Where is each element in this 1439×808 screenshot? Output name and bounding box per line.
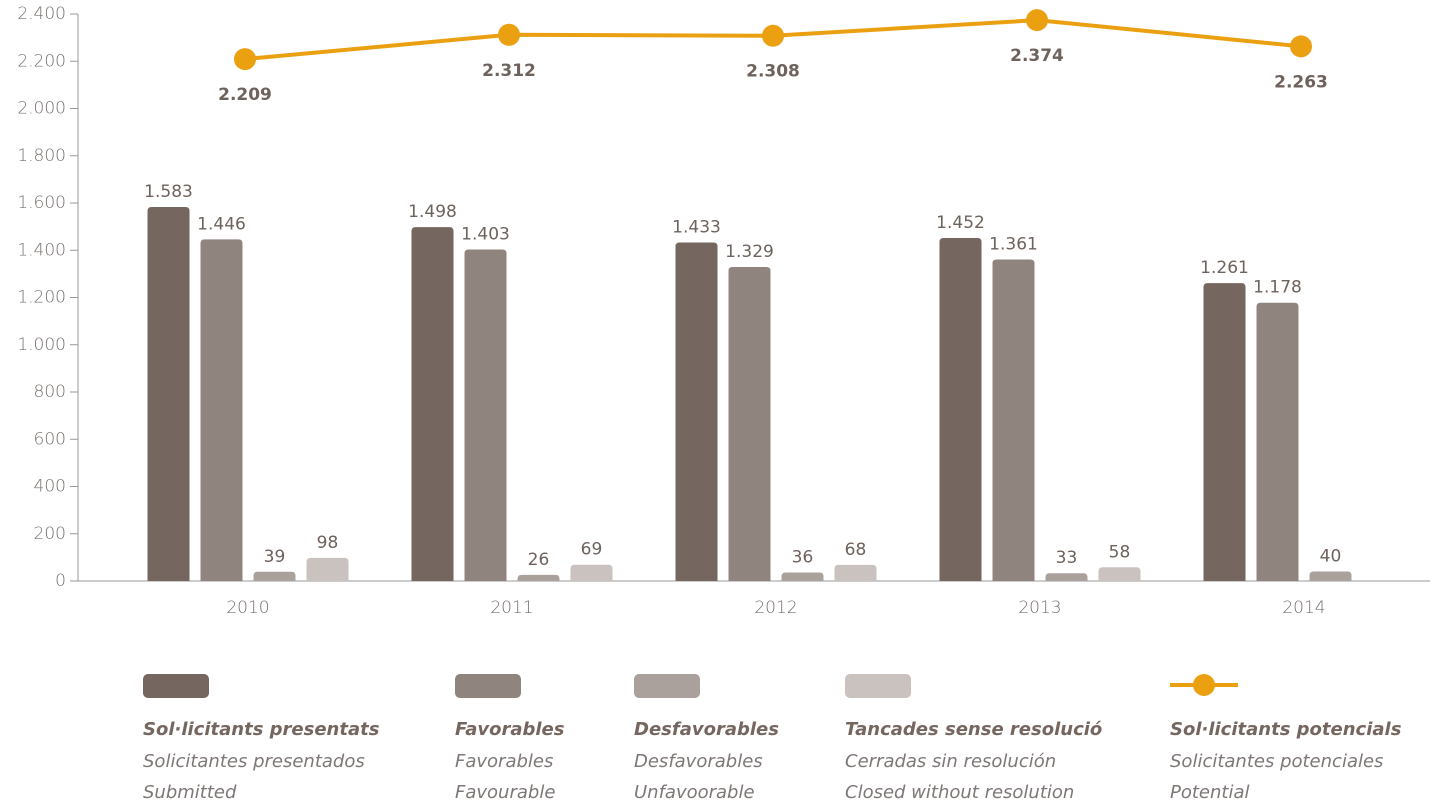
legend-translation: Closed without resolution: [845, 782, 1074, 803]
y-tick-label: 400: [34, 477, 66, 497]
legend-translation: Unfavoorable: [634, 782, 755, 803]
data-label: 33: [1056, 548, 1078, 568]
legend-swatch: [634, 674, 700, 698]
bar: [200, 239, 243, 581]
bar: [1309, 571, 1352, 581]
x-tick-label: 2012: [754, 598, 797, 618]
data-label: 2.308: [746, 62, 800, 82]
data-label: 1.452: [936, 213, 985, 233]
bar: [1045, 573, 1088, 581]
data-label: 58: [1109, 542, 1131, 562]
y-tick-label: 0: [55, 571, 66, 591]
legend-label: Desfavorables: [634, 719, 779, 740]
bar: [517, 574, 560, 581]
bar: [781, 572, 824, 581]
legend-translation: Solicitantes potenciales: [1170, 751, 1383, 772]
data-label: 68: [845, 540, 867, 560]
bar: [253, 571, 296, 581]
data-label: 1.403: [461, 225, 510, 245]
data-label: 1.498: [408, 202, 457, 222]
bar: [728, 267, 771, 581]
bar: [834, 564, 877, 581]
y-tick-label: 2.200: [17, 51, 66, 71]
legend-translation: Potential: [1170, 782, 1250, 803]
data-label: 1.178: [1253, 278, 1302, 298]
data-label: 1.583: [144, 182, 193, 202]
legend-translation: Submitted: [143, 782, 237, 803]
line-point: [234, 48, 256, 71]
legend-translation: Desfavorables: [634, 751, 763, 772]
line-point: [498, 23, 520, 46]
y-tick-label: 2.000: [17, 99, 66, 119]
bar: [675, 242, 718, 582]
data-label: 40: [1320, 547, 1342, 567]
y-tick-label: 200: [34, 524, 66, 544]
bar: [1256, 302, 1299, 581]
legend-swatch: [143, 674, 209, 698]
legend-swatch: [455, 674, 521, 698]
data-label: 1.433: [672, 217, 721, 237]
data-label: 1.446: [197, 214, 246, 234]
legend-translation: Solicitantes presentados: [143, 751, 365, 772]
bar: [570, 564, 613, 581]
bar: [992, 259, 1035, 581]
y-tick-label: 1.800: [17, 146, 66, 166]
legend-label: Sol·licitants potencials: [1170, 719, 1402, 740]
data-label: 36: [792, 547, 814, 567]
line-point: [1290, 35, 1312, 58]
y-tick-label: 800: [34, 382, 66, 402]
x-tick-label: 2010: [226, 598, 269, 618]
data-label: 1.261: [1200, 258, 1249, 278]
data-label: 1.329: [725, 242, 774, 262]
data-label: 2.374: [1010, 46, 1064, 66]
legend-marker: [1193, 674, 1215, 696]
x-tick-label: 2013: [1018, 598, 1061, 618]
y-tick-label: 1.200: [17, 288, 66, 308]
data-label: 69: [581, 540, 603, 560]
data-label: 2.263: [1274, 72, 1328, 92]
data-label: 2.312: [482, 61, 536, 81]
legend-translation: Favourable: [455, 782, 555, 803]
y-tick-label: 2.400: [17, 4, 66, 24]
bar: [1098, 567, 1141, 581]
y-tick-label: 1.000: [17, 335, 66, 355]
y-tick-label: 1.400: [17, 240, 66, 260]
bar: [147, 207, 190, 582]
legend-label: Tancades sense resolució: [845, 719, 1102, 740]
line-point: [1026, 9, 1048, 32]
bar: [464, 249, 507, 581]
x-tick-label: 2011: [490, 598, 533, 618]
legend-translation: Cerradas sin resolución: [845, 751, 1056, 772]
bar: [306, 557, 349, 581]
data-label: 2.209: [218, 85, 272, 105]
data-label: 26: [528, 550, 550, 570]
legend-swatch: [845, 674, 911, 698]
data-label: 98: [317, 533, 339, 553]
x-tick-label: 2014: [1282, 598, 1325, 618]
bar: [939, 237, 982, 581]
data-label: 39: [264, 547, 286, 567]
legend-label: Sol·licitants presentats: [143, 719, 380, 740]
legend-translation: Favorables: [455, 751, 553, 772]
y-tick-label: 600: [34, 429, 66, 449]
y-tick-label: 1.600: [17, 193, 66, 213]
data-label: 1.361: [989, 234, 1038, 254]
bar: [1203, 283, 1246, 581]
bar: [411, 227, 454, 581]
legend-label: Favorables: [455, 719, 565, 740]
line-point: [762, 24, 784, 47]
